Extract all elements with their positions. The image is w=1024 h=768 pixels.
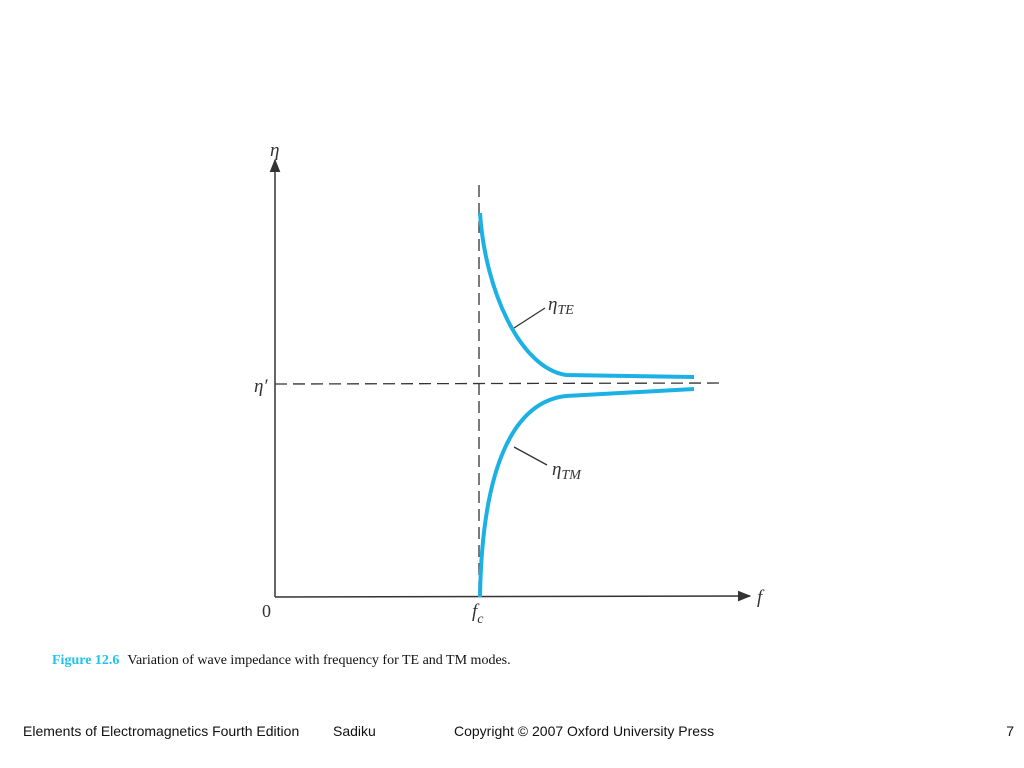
tm-curve	[478, 387, 695, 598]
te-leader	[513, 307, 546, 329]
cutoff-symbol: f	[472, 601, 480, 622]
cutoff-label: fc	[472, 601, 484, 627]
te-curve	[478, 212, 695, 379]
asymptote-label: η′	[254, 376, 268, 397]
footer-copyright: Copyright © 2007 Oxford University Press	[454, 723, 714, 739]
tm-leader	[513, 446, 548, 466]
x-axis-label: f	[757, 587, 765, 608]
tm-symbol: η	[552, 459, 561, 480]
tm-label: ηTM	[552, 459, 582, 483]
x-axis	[274, 590, 752, 602]
asymptote-line	[274, 382, 725, 385]
footer: Elements of Electromagnetics Fourth Edit…	[23, 723, 1014, 739]
footer-book: Elements of Electromagnetics Fourth Edit…	[23, 723, 299, 739]
origin-label: 0	[262, 601, 271, 621]
te-symbol: η	[548, 294, 557, 315]
y-axis-label: η	[270, 140, 279, 161]
te-label: ηTE	[548, 294, 574, 318]
cutoff-subscript: c	[477, 612, 484, 627]
caption-number: Figure 12.6	[52, 653, 119, 668]
diagram: η f 0 η′ fc ηTE ηTM	[254, 140, 765, 627]
footer-author: Sadiku	[333, 723, 376, 739]
tm-subscript: TM	[561, 468, 582, 483]
te-subscript: TE	[557, 303, 574, 318]
caption-text: Variation of wave impedance with frequen…	[127, 653, 510, 668]
footer-page: 7	[1006, 723, 1014, 739]
caption: Figure 12.6 Variation of wave impedance w…	[52, 653, 511, 668]
